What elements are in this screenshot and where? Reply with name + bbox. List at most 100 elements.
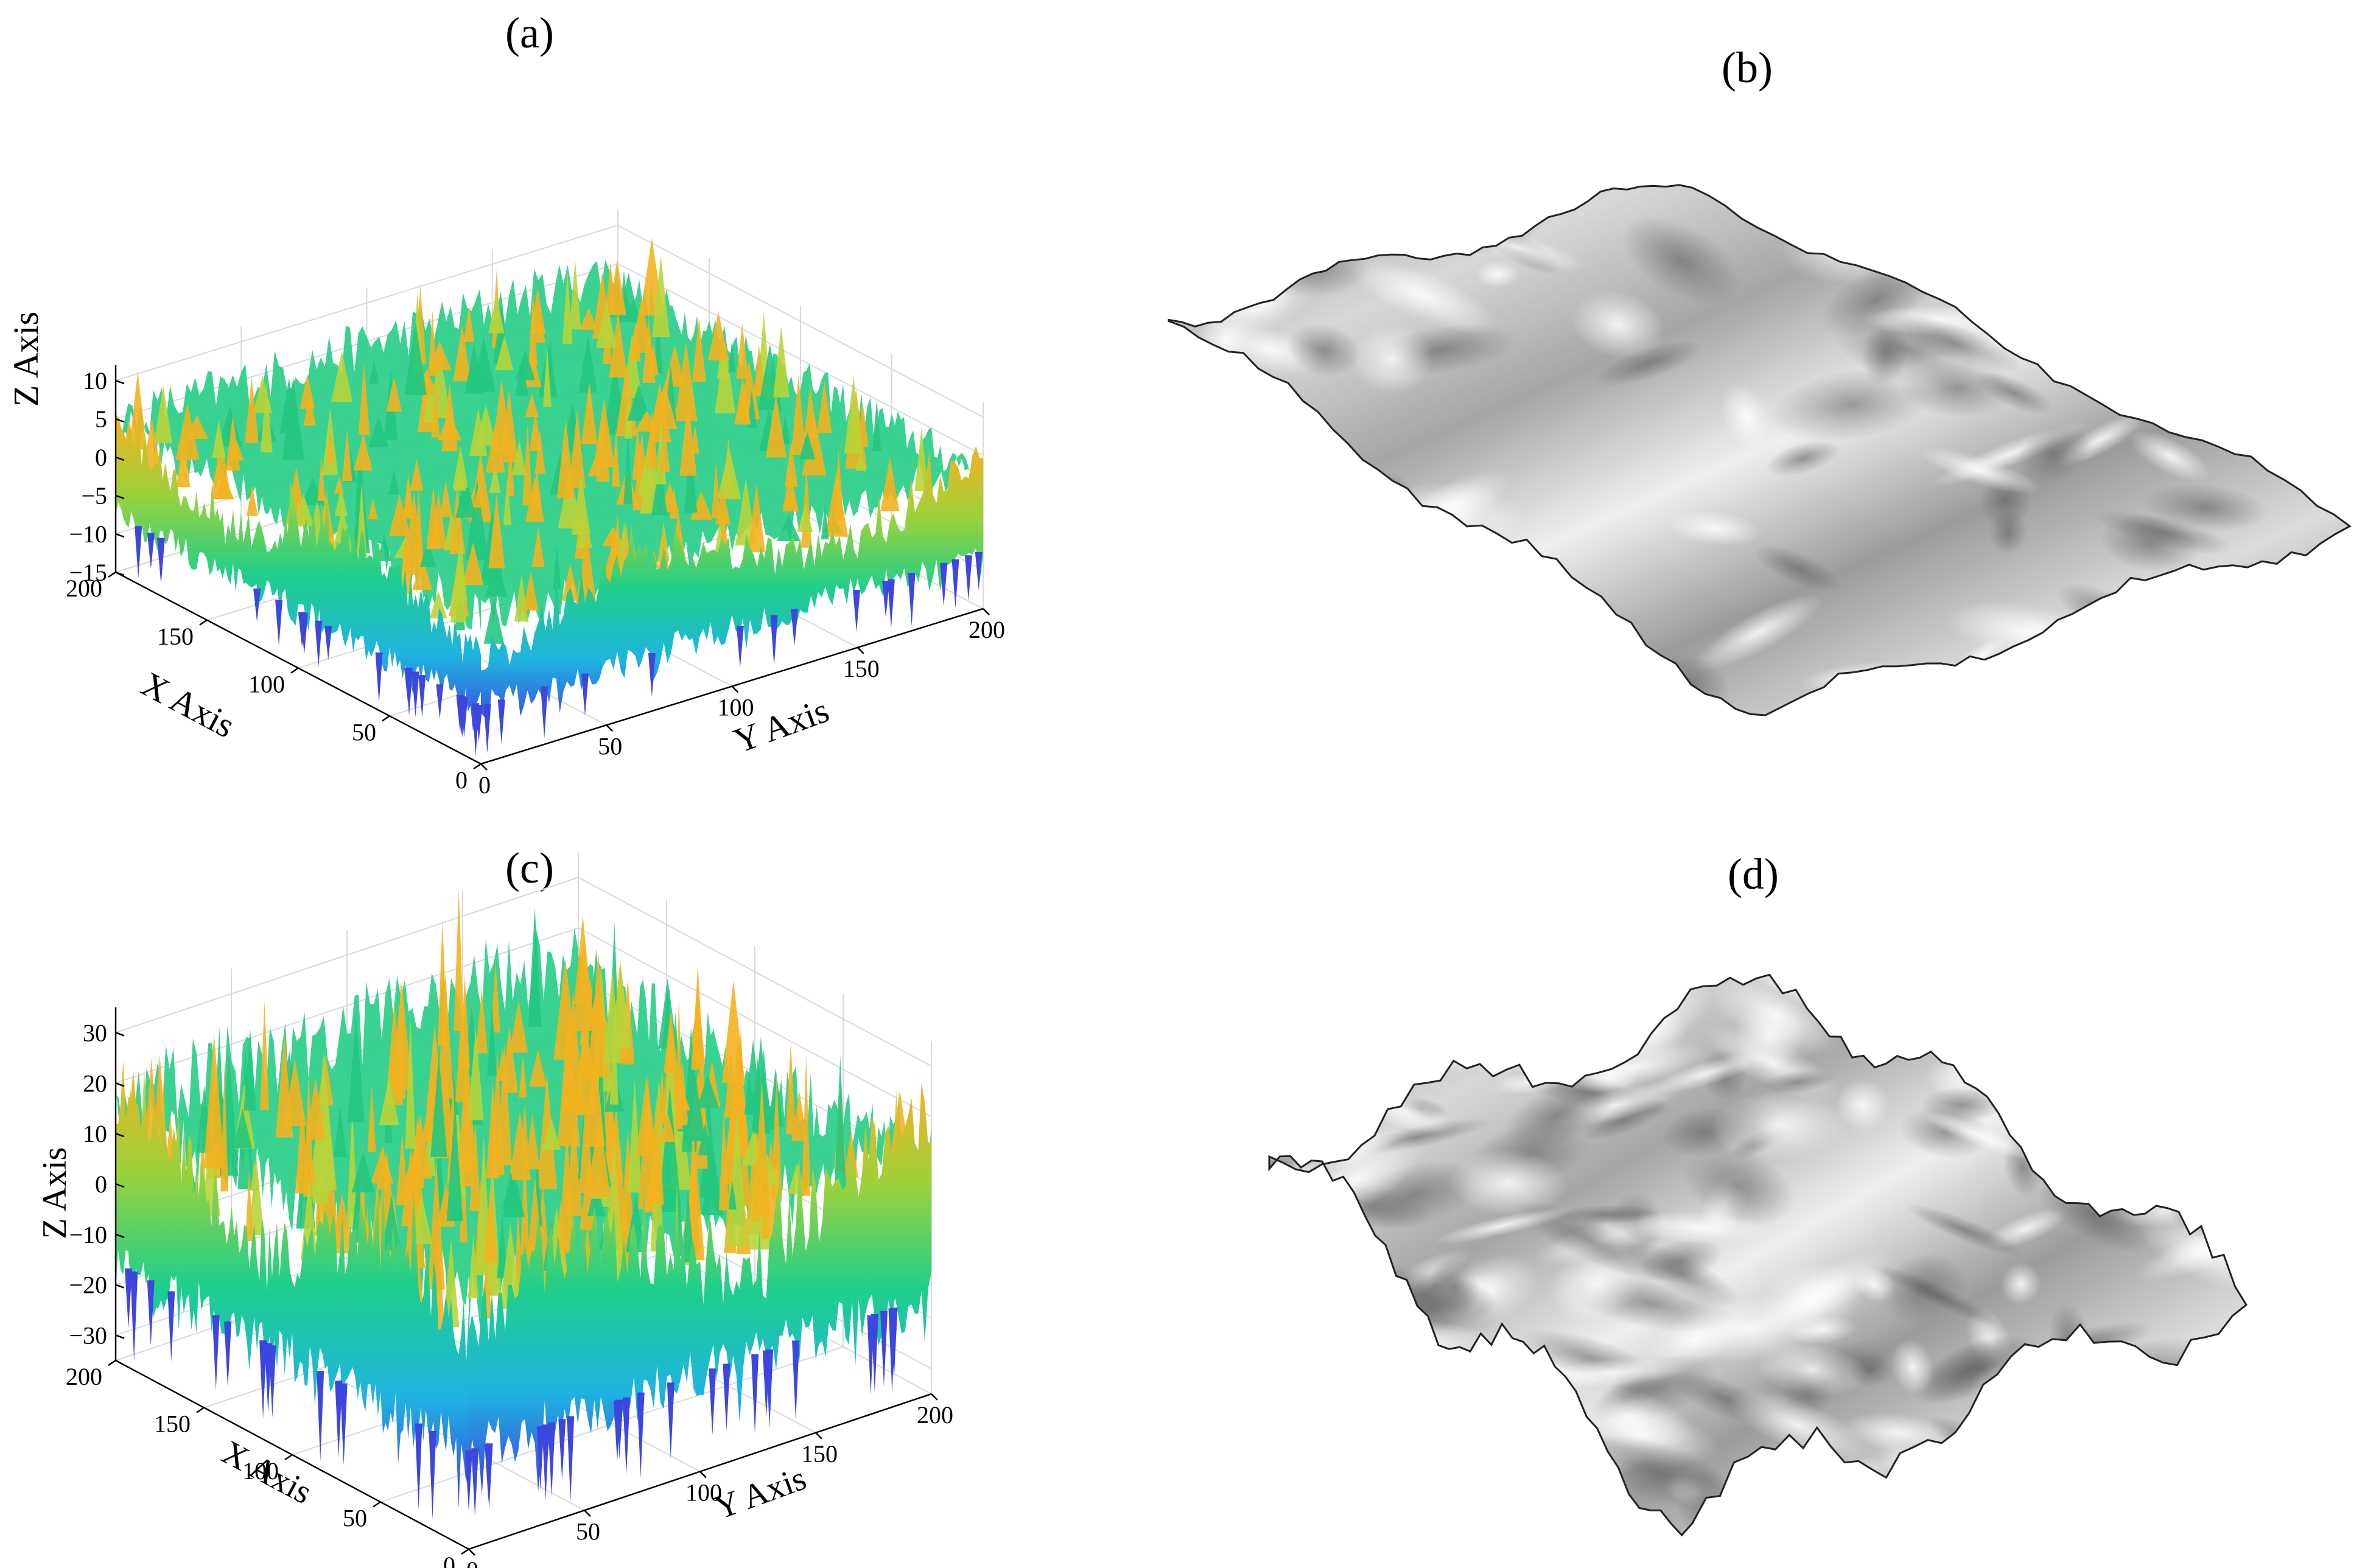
surface-peak [430,1054,447,1157]
surface-bump [1453,1426,1514,1468]
surface-spike [130,1271,138,1362]
x-axis-title: X Axis [135,664,241,746]
surface-peak [306,1077,326,1140]
z-tick [115,533,125,538]
surface-spike [882,581,890,618]
panel-d-rendered-surface [1268,973,2248,1537]
surface-peak [569,260,581,329]
surface-peak [636,1074,657,1156]
surface-bump [1382,1350,1528,1420]
panel-c-surface-plot: 3020100−10−20−30050100150200050100150200… [36,852,953,1568]
surface-bump [1625,1211,1769,1244]
surface-bump [2219,310,2274,358]
surface-peak [707,312,729,361]
surface-spike [315,620,323,667]
surface-peak [771,1073,782,1199]
surface-peak [773,326,790,397]
surface-peak [334,476,345,494]
surface-front-right [481,446,983,732]
surface-bump [1454,975,1568,1022]
surface-peak [503,479,512,525]
surface-peak [679,399,697,476]
surface-peak [213,475,234,500]
surface-spike [405,668,413,716]
surface-peak [753,344,765,397]
surface-peak [799,432,816,460]
surface-peak [834,1056,847,1192]
surface-bump [1918,447,2040,494]
surface-peak [212,420,226,458]
x-tick [108,571,116,578]
surface-peak [245,377,259,443]
surface-bump [1508,995,1598,1034]
surface-bump [1348,257,1498,334]
surface-peak [821,502,829,540]
y-tick [480,763,488,771]
surface-peak [872,399,881,452]
surface-bump [1888,313,2022,373]
surface-peak [791,374,806,455]
surface-peak [724,1051,737,1118]
z-tick-label: 10 [83,1120,107,1147]
surface-top [116,259,983,632]
surface-peak [260,382,273,453]
surface-bump [1242,588,1306,639]
surface-bump [1760,1457,1898,1501]
surface-bump [1571,290,1666,359]
surface-bump [1269,1408,1367,1488]
surface-bump [2129,430,2211,482]
surface-edge [1168,184,2352,716]
surface-peak [734,378,751,425]
surface-peak [483,597,505,644]
surface-peak [675,996,683,1130]
surface-bump [1711,1090,1846,1161]
surface-peak [681,1191,695,1262]
surface-bump [2040,1403,2109,1448]
surface-peak [175,403,200,460]
surface-bump [1960,995,2088,1051]
surface-spike [770,615,778,667]
surface-peak [726,1110,748,1247]
surface-peak [553,958,578,1060]
surface-peak [787,1163,807,1194]
surface-bump [2019,615,2110,669]
surface-bump [1475,261,1519,288]
surface-peak [385,1001,404,1105]
surface-peak [797,505,813,532]
surface-peak [367,1083,376,1152]
surface-peak [491,961,500,1033]
surface-peak [463,305,475,342]
x-tick-label: 0 [443,1552,455,1568]
y-tick [983,608,990,615]
surface-peak [490,1052,505,1175]
surface-peak [368,498,378,520]
surface-peak [569,409,586,488]
surface-bump [2078,611,2181,668]
surface-spike [964,555,972,601]
surface-bump [1682,1147,1795,1227]
surface-bump [1300,595,1412,682]
surface-bump [2093,329,2159,383]
surface-bump [1976,975,2044,1034]
surface-bump [1312,187,1392,247]
surface-peak [525,1113,540,1169]
panel-d-label: (d) [1728,850,1779,898]
surface-peak [711,460,721,519]
surface-bump [1999,1023,2076,1068]
y-tick-label: 150 [843,655,880,682]
surface-peak [804,386,818,438]
surface-peak [233,1108,252,1149]
surface-bump [2140,1370,2201,1431]
surface-spike [275,600,283,646]
surface-bump [1427,1362,1465,1398]
surface-peak [377,533,392,561]
surface-peak [404,472,412,516]
surface-peak [534,430,545,474]
surface-peak [213,459,223,480]
surface-bump [2112,1492,2214,1514]
surface-peak [300,374,315,409]
surface-bump [1762,1070,1834,1094]
surface-bump [1395,1474,1480,1534]
x-tick [108,1359,116,1367]
surface-peak [326,427,335,463]
